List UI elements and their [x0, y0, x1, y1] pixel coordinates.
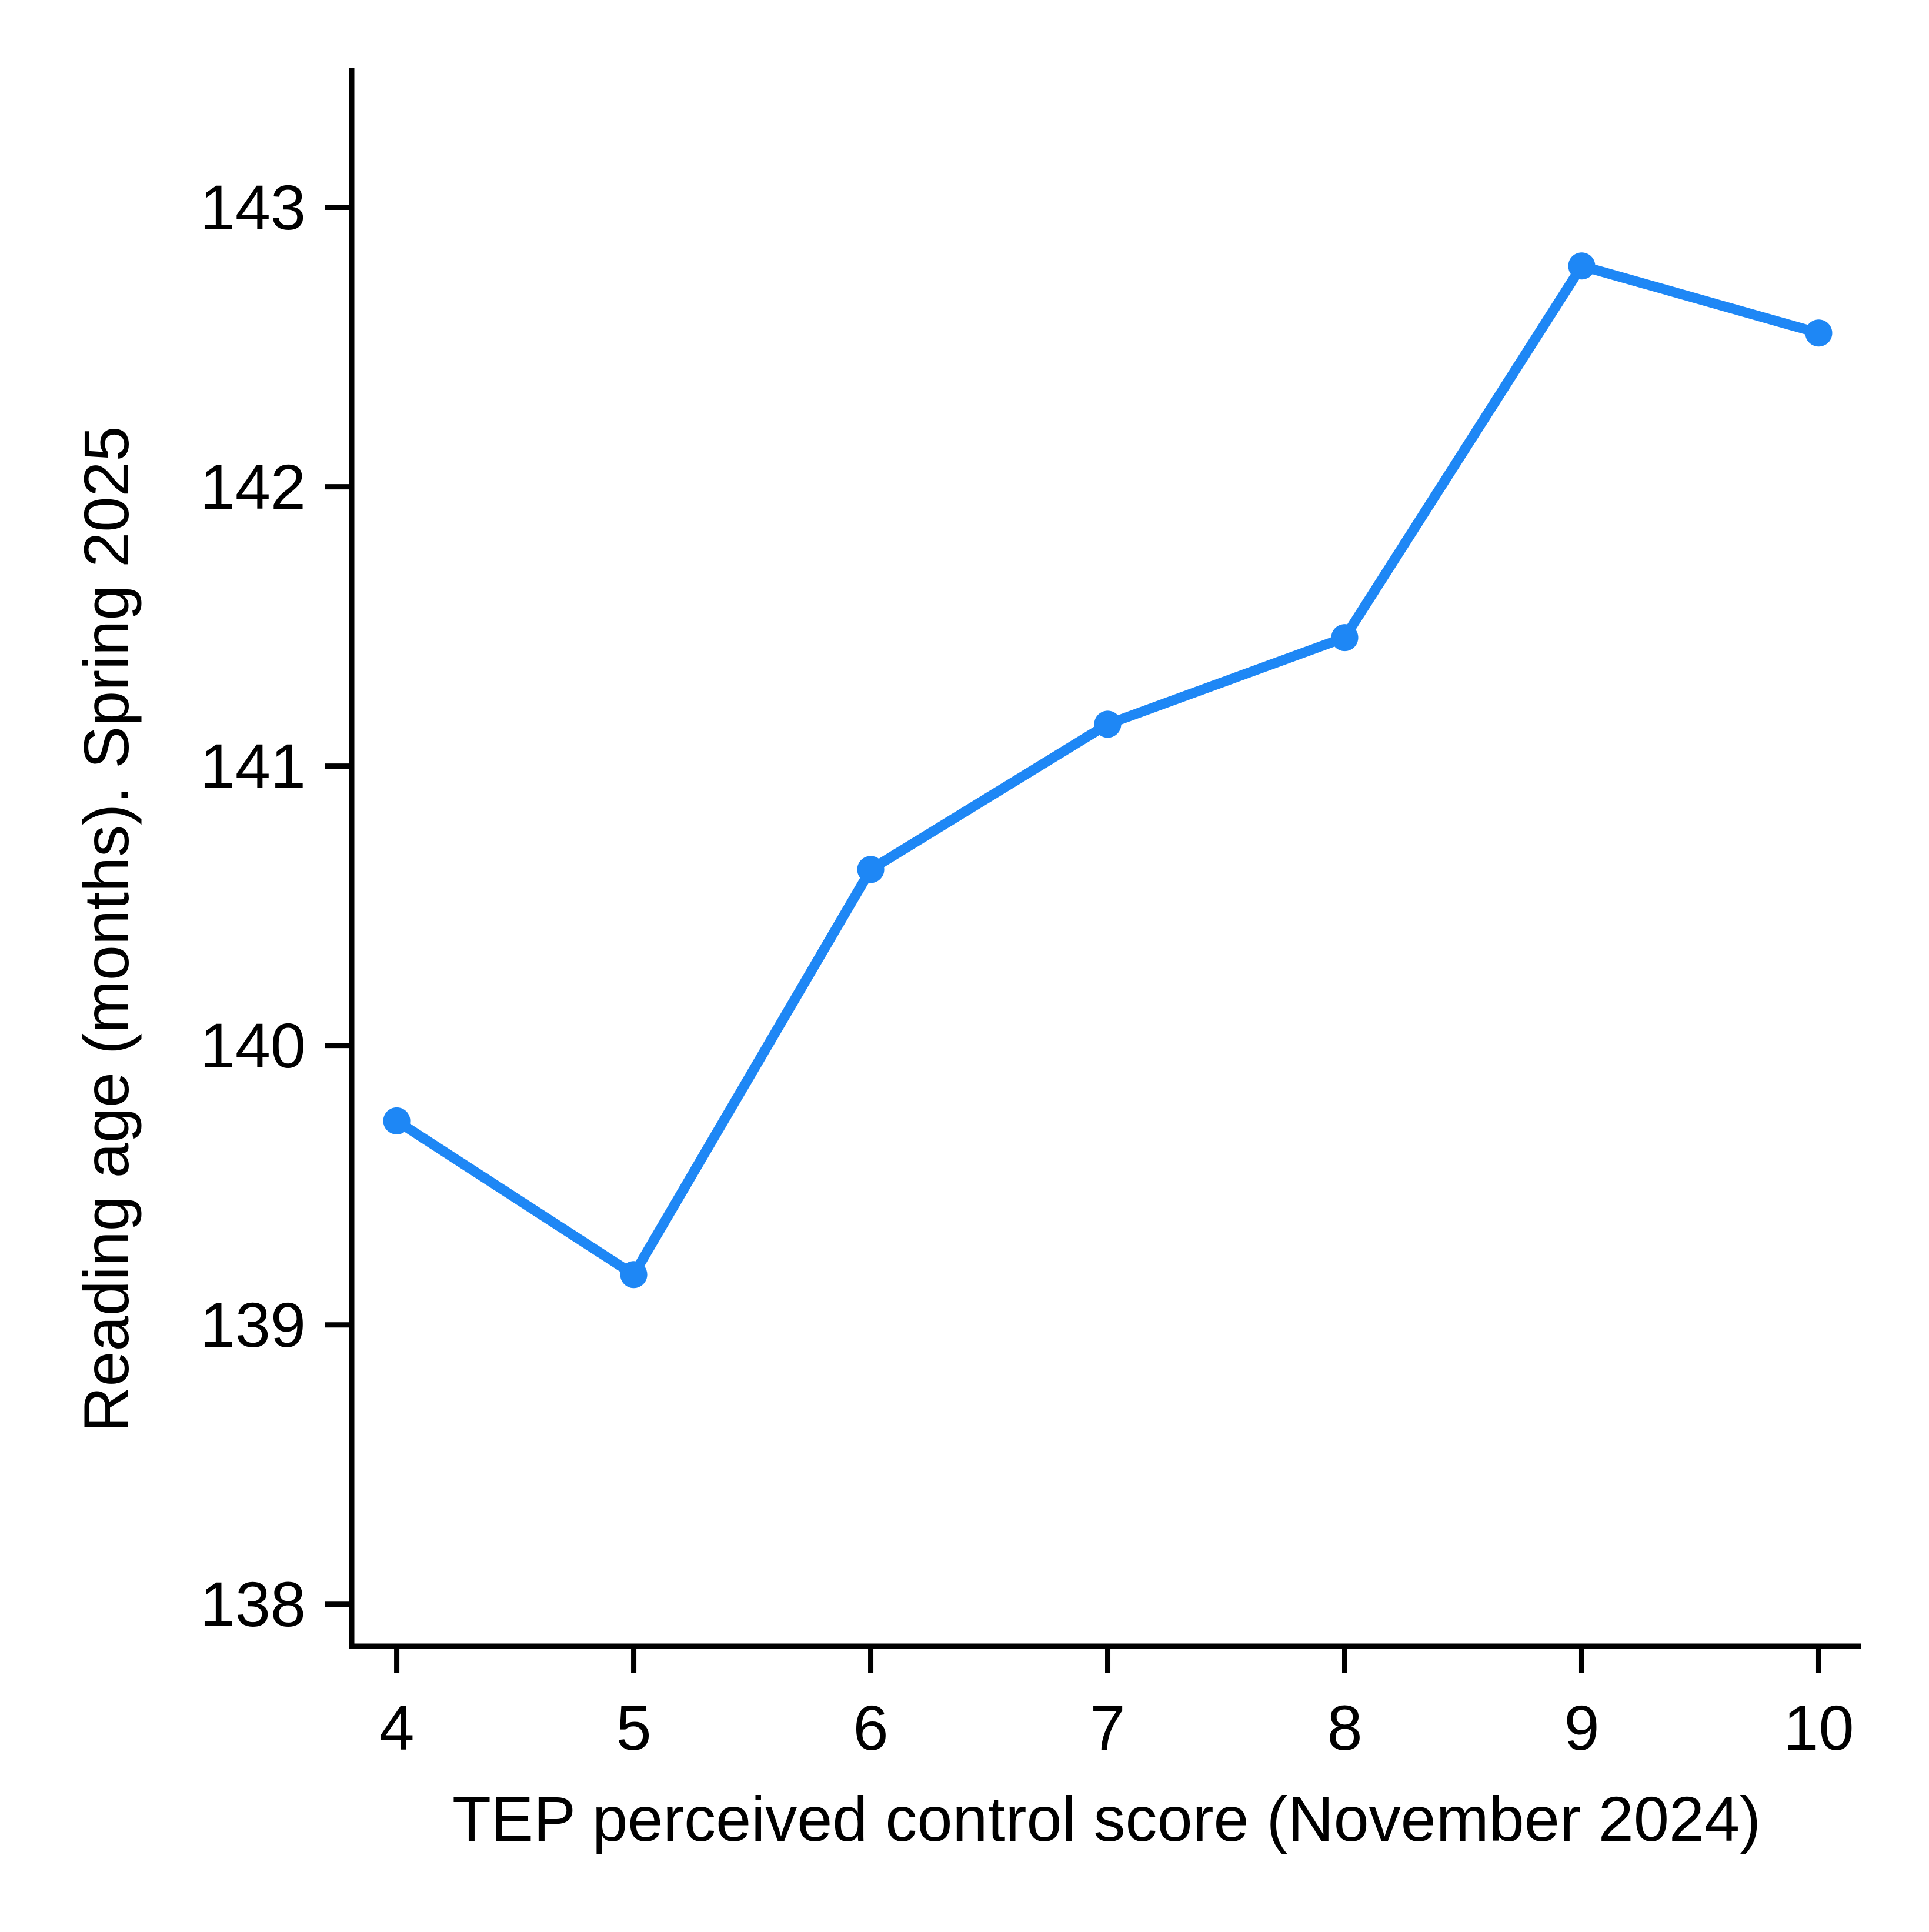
series-line: [392, 261, 1824, 1280]
data-point-marker: [1568, 252, 1596, 280]
x-tick-label: 9: [1564, 1692, 1599, 1763]
y-tick-label: 140: [200, 1010, 306, 1081]
data-point-marker: [1331, 624, 1359, 652]
data-point-marker: [620, 1261, 648, 1289]
x-tick-label: 6: [853, 1692, 888, 1763]
y-tick-label: 141: [200, 730, 306, 802]
y-tick-label: 138: [200, 1569, 306, 1640]
x-axis-title: TEP perceived control score (November 20…: [452, 1783, 1761, 1854]
data-point-marker: [383, 1107, 411, 1134]
x-tick-label: 7: [1090, 1692, 1125, 1763]
y-tick-label: 142: [200, 451, 306, 522]
data-point-marker: [1094, 710, 1122, 738]
data-point-marker: [857, 856, 885, 883]
y-tick-label: 139: [200, 1289, 306, 1360]
y-tick-label: 143: [200, 172, 306, 243]
x-tick-label: 8: [1327, 1692, 1362, 1763]
x-tick-label: 5: [616, 1692, 652, 1763]
data-point-marker: [1805, 319, 1833, 347]
x-tick-label: 10: [1783, 1692, 1854, 1763]
x-tick-label: 4: [379, 1692, 415, 1763]
y-axis-title: Reading age (months). Spring 2025: [71, 426, 142, 1432]
